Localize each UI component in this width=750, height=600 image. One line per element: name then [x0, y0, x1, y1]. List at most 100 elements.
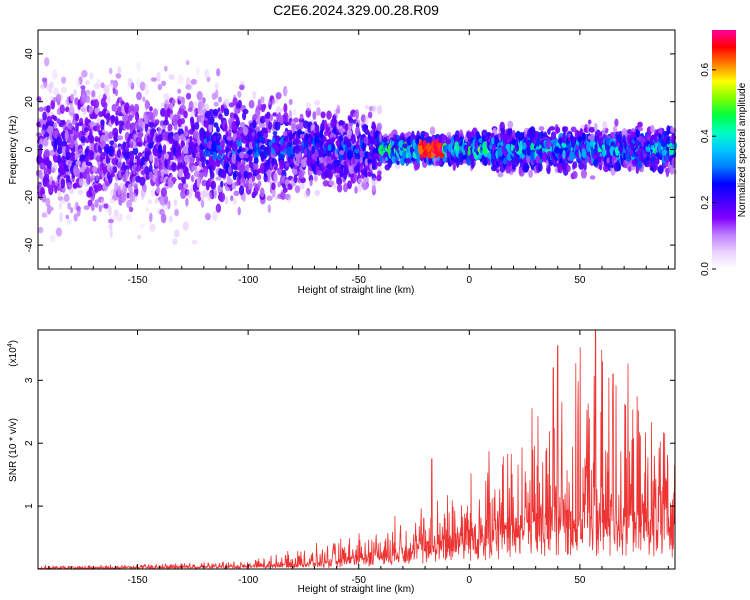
spectrogram-cell: [650, 124, 655, 134]
spectrogram-cell: [129, 153, 135, 162]
spectrogram-cell: [189, 135, 193, 143]
spectrogram-cell: [224, 123, 228, 132]
spectrogram-cell: [282, 187, 288, 193]
spectrogram-x-tick-label: 50: [574, 275, 586, 286]
spectrogram-cell: [51, 69, 58, 80]
spectrogram-cell: [588, 126, 596, 133]
spectrogram-cell: [394, 163, 401, 170]
spectrogram-cell: [164, 169, 170, 175]
spectrogram-cell: [114, 119, 119, 125]
spectrogram-cells: [35, 57, 678, 245]
spectrogram-cell: [442, 156, 447, 163]
spectrogram-cell: [263, 132, 269, 138]
spectrogram-cell: [160, 102, 165, 108]
spectrogram-cell: [183, 154, 190, 163]
spectrogram-cell: [224, 154, 229, 163]
spectrogram-cell: [618, 146, 623, 152]
spectrogram-cell: [470, 159, 475, 169]
spectrogram-cell: [309, 179, 313, 187]
spectrogram-cell: [80, 135, 86, 144]
spectrogram-cell: [214, 82, 219, 90]
spectrogram-cell: [98, 204, 103, 213]
spectrogram-cell: [376, 174, 382, 182]
spectrogram-cell: [57, 196, 64, 202]
spectrogram-cell: [112, 80, 118, 88]
spectrogram-cell: [530, 142, 536, 152]
spectrogram-cell: [86, 89, 92, 97]
spectrogram-cell: [517, 136, 524, 141]
spectrogram-cell: [252, 90, 257, 100]
spectrogram-cell: [248, 177, 253, 185]
spectrogram-cell: [108, 223, 113, 230]
spectrogram-x-tick-label: -50: [351, 275, 366, 286]
spectrogram-cell: [232, 97, 238, 106]
spectrogram-cell: [78, 189, 83, 196]
spectrogram-cell: [149, 154, 154, 162]
spectrogram-cell: [419, 134, 425, 140]
spectrogram-cell: [226, 178, 233, 185]
spectrogram-cell: [110, 115, 116, 122]
spectrogram-cell: [172, 114, 179, 124]
spectrogram-cell: [100, 82, 105, 89]
spectrogram-cell: [336, 183, 343, 193]
spectrogram-cell: [154, 160, 159, 168]
spectrogram-cell: [288, 131, 293, 143]
spectrogram-cell: [326, 110, 332, 120]
spectrogram-cell: [322, 180, 329, 187]
spectrogram-cell: [223, 107, 230, 117]
spectrogram-cell: [329, 132, 337, 140]
spectrogram-cell: [234, 108, 241, 114]
spectrogram-cell: [109, 140, 115, 146]
spectrogram-cell: [360, 114, 366, 123]
spectrogram-cell: [201, 179, 207, 187]
spectrogram-cell: [452, 161, 456, 172]
spectrogram-cell: [68, 106, 75, 116]
spectrogram-cell: [628, 166, 632, 172]
spectrogram-cell: [143, 114, 148, 124]
spectrogram-cell: [503, 157, 508, 165]
spectrogram-cell: [273, 172, 278, 184]
spectrogram-cell: [190, 78, 197, 85]
spectrogram-cell: [428, 157, 433, 165]
spectrogram-cell: [145, 207, 150, 213]
spectrogram-cell: [163, 194, 169, 205]
spectrogram-cell: [139, 176, 146, 186]
spectrogram-cell: [51, 162, 58, 172]
spectrogram-cell: [39, 162, 46, 170]
spectrogram-cell: [327, 144, 332, 151]
spectrogram-cell: [95, 172, 99, 182]
spectrogram-cell: [580, 169, 588, 179]
spectrogram-cell: [157, 135, 163, 142]
spectrogram-cell: [637, 121, 643, 128]
colorbar-tick-label: 0.6: [700, 62, 711, 76]
spectrogram-cell: [273, 166, 278, 171]
spectrogram-cell: [142, 96, 146, 102]
colorbar-label: Normalized spectral amplitude: [737, 82, 748, 217]
spectrogram-cell: [255, 169, 260, 175]
spectrogram-cell: [594, 122, 598, 132]
spectrogram-cell: [139, 223, 145, 229]
spectrogram-cell: [168, 137, 175, 144]
spectrogram-cell: [120, 192, 126, 203]
spectrogram-y-axis: -40 -20 0 20 40: [24, 48, 675, 252]
spectrogram-cell: [180, 139, 185, 149]
spectrogram-cell: [303, 148, 308, 158]
snr-x-axis: -150 -100 -50 0 50: [48, 330, 669, 586]
spectrogram-cell: [204, 212, 211, 221]
spectrogram-cell: [602, 121, 608, 131]
spectrogram-cell: [251, 191, 256, 199]
spectrogram-cell: [231, 153, 237, 164]
spectrogram-cell: [68, 122, 73, 128]
spectrogram-cell: [346, 149, 352, 160]
spectrogram-cell: [167, 124, 173, 132]
spectrogram-cell: [604, 127, 609, 134]
spectrogram-cell: [445, 138, 452, 145]
spectrogram-cell: [185, 84, 192, 90]
spectrogram-cell: [530, 151, 536, 162]
spectrogram-cell: [115, 73, 122, 79]
spectrogram-cell: [127, 183, 133, 193]
spectrogram-cell: [50, 99, 56, 110]
spectrogram-cell: [239, 81, 245, 86]
spectrogram-cell: [406, 157, 411, 164]
spectrogram-cell: [78, 76, 83, 85]
